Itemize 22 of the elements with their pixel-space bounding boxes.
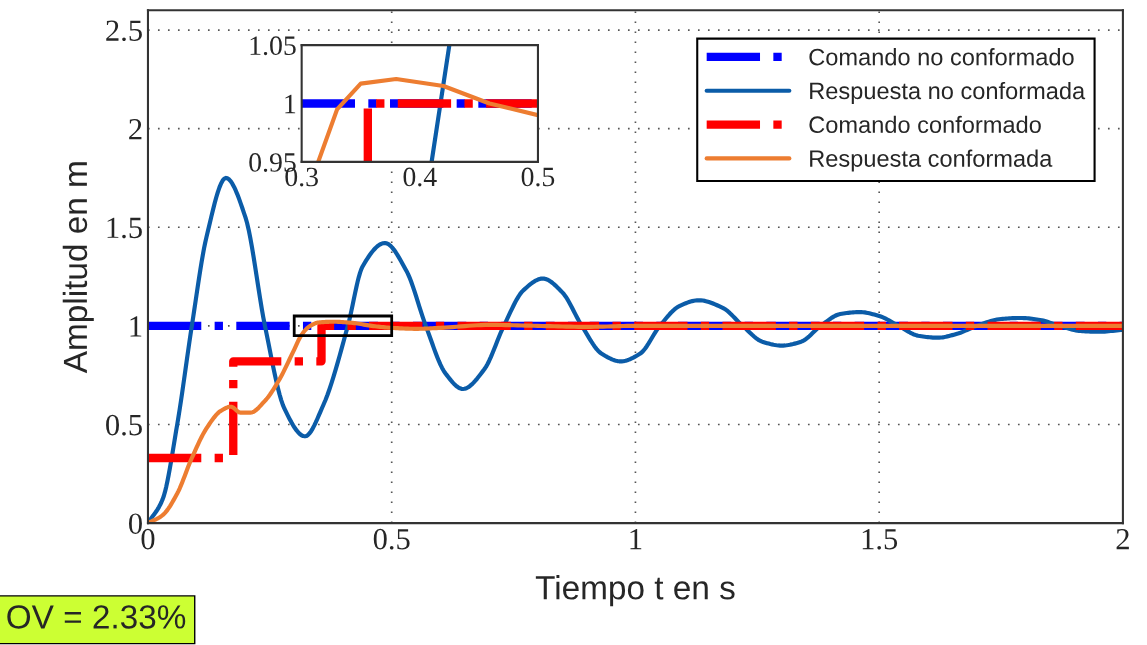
y-axis-title: Amplitud en m bbox=[62, 162, 94, 374]
x-tick-label: 0.5 bbox=[373, 528, 410, 550]
y-tick-label: 2.5 bbox=[106, 20, 142, 42]
y-tick-label: 2 bbox=[129, 119, 142, 140]
y-tick-label: 1.05 bbox=[250, 36, 296, 56]
x-tick-label: 0.5 bbox=[521, 167, 555, 187]
y-tick-label: 0.5 bbox=[106, 414, 142, 436]
text: OV = 2.33% bbox=[7, 605, 186, 629]
x-axis-title: Tiempo t en s bbox=[535, 575, 735, 607]
legend-label: Comando conformado bbox=[809, 115, 1041, 134]
line-series bbox=[316, 76, 538, 162]
y-tick-label: 0 bbox=[128, 513, 142, 534]
legend-label: Respuesta no conformada bbox=[810, 81, 1086, 104]
legend-label: Respuesta conformada bbox=[810, 149, 1053, 172]
y-tick-label: 1 bbox=[130, 316, 142, 337]
legend-label: Comando no conformado bbox=[809, 48, 1074, 66]
x-tick-label: 2 bbox=[1116, 528, 1129, 550]
x-tick-label: 1.5 bbox=[862, 528, 898, 550]
x-tick-label: 0.4 bbox=[403, 167, 437, 187]
y-tick-label: 1.5 bbox=[107, 217, 142, 239]
x-tick-label: 1 bbox=[630, 528, 642, 550]
y-tick-label: 1 bbox=[285, 94, 296, 114]
